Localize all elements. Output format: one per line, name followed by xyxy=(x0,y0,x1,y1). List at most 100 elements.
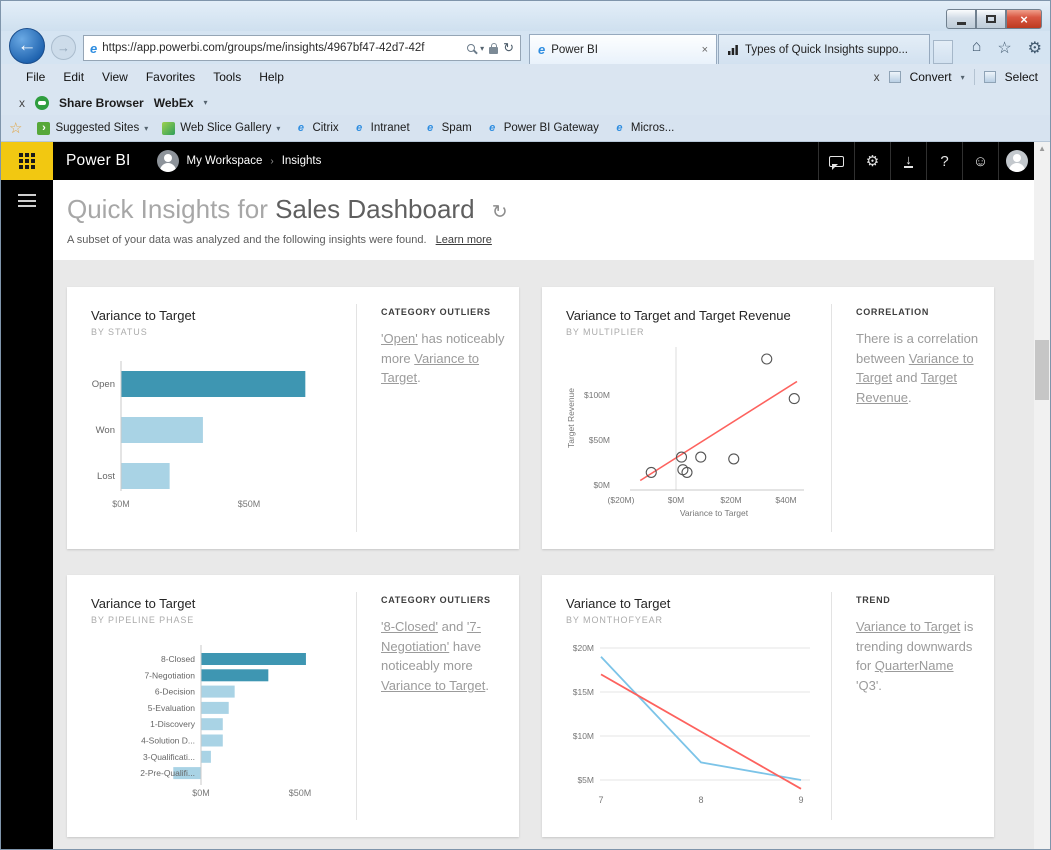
forward-button[interactable]: → xyxy=(51,35,76,60)
maximize-icon xyxy=(986,15,996,23)
insight-text-segment: There is a correlation between xyxy=(856,331,979,366)
favorite-item[interactable]: e Spam xyxy=(417,122,479,135)
menu-file[interactable]: File xyxy=(26,70,46,84)
card-divider xyxy=(356,592,357,820)
tab-close-icon[interactable]: × xyxy=(701,43,708,56)
feedback-button[interactable] xyxy=(818,142,854,180)
refresh-insights-icon[interactable]: ↻ xyxy=(491,202,508,223)
insight-link[interactable]: Variance to Target xyxy=(381,350,480,386)
insight-heading: CATEGORY OUTLIERS xyxy=(381,307,491,317)
favorite-item[interactable]: e Power BI Gateway xyxy=(479,122,606,135)
minimize-button[interactable] xyxy=(946,9,976,29)
convert-dropdown-icon[interactable]: ▾ xyxy=(960,72,965,82)
insight-text-segment: and xyxy=(892,370,921,385)
search-icon[interactable] xyxy=(467,44,476,52)
help-icon: ? xyxy=(940,152,949,170)
insight-link[interactable]: '8-Closed' xyxy=(381,619,438,634)
hamburger-menu-icon[interactable] xyxy=(18,194,36,207)
insight-card[interactable]: Variance to Target BY MONTHOFYEAR $5M $10… xyxy=(542,575,994,837)
smiley-feedback-button[interactable]: ☺ xyxy=(962,142,998,180)
webex-button[interactable]: WebEx xyxy=(153,95,194,110)
insight-heading: CATEGORY OUTLIERS xyxy=(381,595,491,605)
menu-tools[interactable]: Tools xyxy=(213,70,242,84)
scroll-up-icon[interactable]: ▲ xyxy=(1038,144,1046,153)
insight-link[interactable]: 'Open' xyxy=(381,331,418,346)
select-button[interactable]: Select xyxy=(1004,70,1038,84)
insight-text-segment: . xyxy=(485,677,489,693)
tab-power-bi[interactable]: e Power BI × xyxy=(529,34,717,64)
refresh-page-icon[interactable]: ↻ xyxy=(503,40,514,55)
svg-text:$15M: $15M xyxy=(573,687,594,697)
insight-link[interactable]: QuarterName xyxy=(874,658,954,673)
subtitle-text: A subset of your data was analyzed and t… xyxy=(67,234,427,246)
insight-link[interactable]: Variance to Target xyxy=(856,350,974,386)
back-button[interactable]: ← xyxy=(9,28,45,64)
account-button[interactable] xyxy=(998,142,1034,180)
help-button[interactable]: ? xyxy=(926,142,962,180)
app-launcher-button[interactable] xyxy=(1,142,53,180)
favorite-item[interactable]: › Suggested Sites ▾ xyxy=(30,121,155,135)
favorite-item[interactable]: e Micros... xyxy=(606,122,681,135)
page-title: Quick Insights for Sales Dashboard ↻ xyxy=(67,194,1034,225)
toolbar-close-button[interactable]: x xyxy=(873,70,880,84)
search-dropdown-icon[interactable]: ▾ xyxy=(480,43,485,53)
command-bar-close-button[interactable]: x xyxy=(19,95,25,110)
chevron-down-icon[interactable]: ▾ xyxy=(144,123,149,133)
menu-help[interactable]: Help xyxy=(259,70,284,84)
favorites-items: › Suggested Sites ▾ Web Slice Gallery ▾ e Citr… xyxy=(30,121,681,135)
chevron-down-icon[interactable]: ▾ xyxy=(276,123,281,133)
menu-favorites[interactable]: Favorites xyxy=(145,70,196,84)
ie-page-icon: e xyxy=(616,122,623,134)
insight-link[interactable]: Variance to Target xyxy=(381,677,486,693)
menu-view[interactable]: View xyxy=(102,70,128,84)
settings-button[interactable]: ⚙ xyxy=(854,142,890,180)
settings-gear-icon[interactable]: ⚙ xyxy=(1027,40,1042,57)
learn-more-link[interactable]: Learn more xyxy=(435,234,492,246)
menu-edit[interactable]: Edit xyxy=(63,70,85,84)
insight-link[interactable]: '7-Negotiation' xyxy=(381,619,481,654)
insight-link[interactable]: Target Revenue xyxy=(856,370,957,405)
svg-text:7: 7 xyxy=(598,795,603,805)
favorite-label: Intranet xyxy=(370,122,410,134)
breadcrumb-workspace[interactable]: My Workspace xyxy=(186,155,263,167)
favorite-item[interactable]: e Intranet xyxy=(346,122,417,135)
gear-icon: ⚙ xyxy=(865,153,880,170)
insight-card[interactable]: Variance to Target and Target Revenue BY… xyxy=(542,287,994,549)
svg-text:9: 9 xyxy=(798,795,803,805)
smiley-icon: ☺ xyxy=(972,152,989,170)
title-dashboard-name: Sales Dashboard xyxy=(275,194,475,224)
svg-text:$40M: $40M xyxy=(775,495,796,505)
favorites-star-icon[interactable]: ☆ xyxy=(997,40,1012,57)
add-favorite-star-icon[interactable]: ☆ xyxy=(9,120,23,137)
share-browser-button[interactable]: Share Browser xyxy=(59,95,144,110)
new-tab-button[interactable] xyxy=(933,40,953,64)
svg-text:$0M: $0M xyxy=(112,499,130,509)
tab-quick-insights-docs[interactable]: Types of Quick Insights suppo... xyxy=(718,34,930,64)
download-button[interactable]: ↓ xyxy=(890,142,926,180)
breadcrumb-insights[interactable]: Insights xyxy=(281,155,322,167)
convert-button[interactable]: Convert xyxy=(909,70,952,84)
address-bar[interactable]: e https://app.powerbi.com/groups/me/insi… xyxy=(83,35,521,61)
header-actions: ⚙ ↓ ? ☺ xyxy=(818,142,1034,180)
insight-card[interactable]: Variance to Target BY STATUS Open Won Lost… xyxy=(67,287,519,549)
insight-card[interactable]: Variance to Target BY PIPELINE PHASE 8-C… xyxy=(67,575,519,837)
card-subtitle: BY MULTIPLIER xyxy=(566,327,645,337)
webex-dropdown-icon[interactable]: ▾ xyxy=(203,98,208,107)
svg-text:4-Solution D...: 4-Solution D... xyxy=(141,736,195,746)
favorite-label: Power BI Gateway xyxy=(503,122,599,134)
svg-text:$100M: $100M xyxy=(584,390,610,400)
convert-icon xyxy=(888,71,901,83)
svg-text:$5M: $5M xyxy=(577,775,594,785)
insight-link[interactable]: Variance to Target xyxy=(856,619,961,634)
maximize-button[interactable] xyxy=(976,9,1006,29)
svg-text:$10M: $10M xyxy=(573,731,594,741)
scrollbar-thumb[interactable] xyxy=(1035,340,1050,400)
favorite-item[interactable]: e Citrix xyxy=(287,122,345,135)
close-button[interactable]: × xyxy=(1006,9,1042,29)
svg-text:$50M: $50M xyxy=(238,499,261,509)
insight-text-segment: and xyxy=(438,619,467,634)
favorite-item[interactable]: Web Slice Gallery ▾ xyxy=(155,121,287,135)
vertical-scrollbar[interactable]: ▲ xyxy=(1034,142,1050,849)
home-icon[interactable]: ⌂ xyxy=(971,38,982,55)
url-text[interactable]: https://app.powerbi.com/groups/me/insigh… xyxy=(102,42,425,54)
